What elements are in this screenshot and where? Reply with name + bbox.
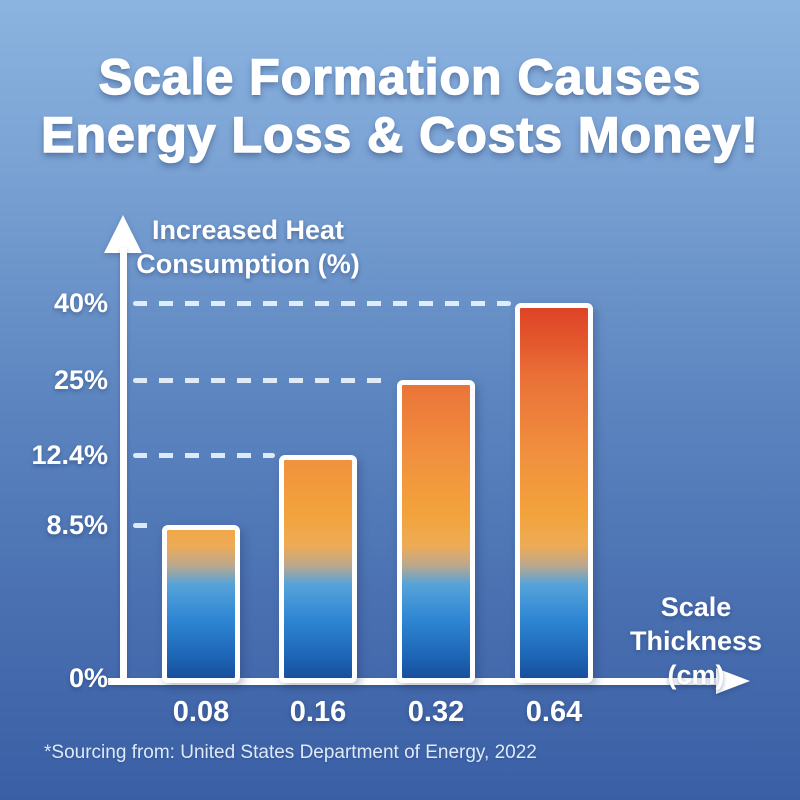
- category-label-0.64: 0.64: [525, 696, 583, 728]
- gridline-12.4%: [133, 453, 275, 458]
- category-label-0.08: 0.08: [172, 696, 230, 728]
- tick-label-12.4%: 12.4%: [31, 440, 108, 470]
- y-axis-line: [120, 248, 127, 682]
- gridline-25%: [133, 378, 393, 383]
- category-label-0.32: 0.32: [407, 696, 465, 728]
- bar-0.64: [515, 303, 593, 683]
- bar-0.08: [162, 525, 240, 683]
- y-axis-arrow-icon: [104, 215, 142, 253]
- y-axis-title-line2: Consumption (%): [136, 249, 360, 279]
- x-axis-title-line1: Scale Thickness: [629, 592, 763, 656]
- page-title-line2: Energy Loss & Costs Money!: [40, 106, 759, 164]
- source-note: *Sourcing from: United States Department…: [44, 742, 537, 763]
- tick-label-25%: 25%: [53, 365, 108, 395]
- y-axis-title: Increased Heat Consumption (%): [128, 213, 368, 281]
- page-title-line1: Scale Formation Causes: [98, 48, 702, 106]
- page-title: Scale Formation Causes Energy Loss & Cos…: [0, 48, 800, 164]
- category-label-0.16: 0.16: [289, 696, 347, 728]
- gridline-40%: [133, 301, 511, 306]
- x-axis-title-line2: (cm): [667, 660, 725, 690]
- tick-label-8.5%: 8.5%: [46, 510, 108, 540]
- tick-label-zero: 0%: [68, 663, 108, 693]
- x-axis-arrow-icon: [716, 668, 750, 694]
- x-axis-title: Scale Thickness (cm): [591, 590, 800, 692]
- gridline-8.5%: [133, 523, 158, 528]
- y-axis-title-line1: Increased Heat: [151, 215, 345, 245]
- tick-label-40%: 40%: [53, 288, 108, 318]
- bar-0.16: [279, 455, 357, 683]
- bar-0.32: [397, 380, 475, 683]
